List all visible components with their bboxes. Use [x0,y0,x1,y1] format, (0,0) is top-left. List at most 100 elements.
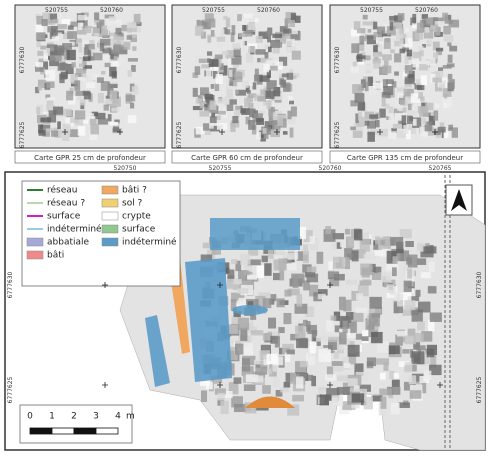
gpr-pixel [339,296,346,311]
gpr-pixel [86,82,96,89]
gpr-pixel [405,28,409,33]
gpr-pixel [89,118,97,125]
gpr-pixel [329,277,340,287]
gpr-pixel [80,64,86,70]
legend-box [21,180,181,287]
gpr-pixel [97,118,108,125]
gpr-pixel [48,13,58,24]
gpr-pixel [432,41,440,51]
gpr-pixel [409,390,422,399]
gpr-pixel [412,117,422,128]
gpr-pixel [443,35,454,42]
gpr-pixel [100,81,110,91]
gpr-pixel [345,279,358,285]
gpr-pixel [45,19,55,25]
gpr-pixel [80,12,89,17]
gpr-pixel [386,79,394,85]
gpr-pixel [274,248,288,259]
gpr-pixel [211,111,216,118]
gpr-pixel [392,22,402,29]
gpr-pixel [38,124,44,134]
gpr-pixel [434,17,445,22]
gpr-pixel [328,339,337,351]
gpr-pixel [433,110,439,121]
grid-cross [102,382,108,388]
gpr-pixel [268,317,277,329]
gpr-pixel [415,29,424,40]
gpr-pixel [46,44,58,53]
gpr-pixel [49,55,56,61]
gpr-pixel [328,336,342,343]
gpr-pixel [226,88,233,98]
legend-swatch [26,237,44,247]
gpr-pixel [404,84,413,90]
gpr-pixel [62,130,70,141]
gpr-pixel [364,55,371,61]
gpr-pixel [250,330,264,336]
gpr-pixel [273,377,280,387]
gpr-pixel [302,250,309,264]
gpr-pixel [417,240,426,252]
gpr-pixel [303,244,309,255]
gpr-pixel [247,259,261,266]
gpr-pixel [434,70,444,79]
gpr-pixel [71,62,76,68]
gpr-pixel [245,32,253,37]
gpr-pixel [337,375,350,382]
feature-indetermine [145,315,170,387]
gpr-pixel [394,71,399,76]
gpr-pixel [362,21,373,26]
gpr-pixel [263,354,270,366]
gpr-pixel [266,100,271,109]
gpr-pixel [39,61,49,70]
legend-label: surface [47,212,81,222]
gpr-pixel [205,70,212,77]
gpr-pixel [418,92,423,99]
gpr-pixel [407,110,418,116]
gpr-pixel [325,226,332,235]
gpr-pixel [266,353,278,365]
gpr-pixel [397,293,404,307]
gpr-pixel [427,286,437,294]
gpr-pixel [292,275,299,288]
gpr-pixel [59,49,70,60]
gpr-pixel [289,127,294,138]
gpr-pixel [75,90,85,96]
gpr-pixel [248,246,259,256]
gpr-pixel [436,51,443,56]
gpr-pixel [40,45,48,50]
gpr-pixel [199,110,210,117]
gpr-pixel [402,309,411,316]
gpr-pixel [247,274,258,280]
gpr-pixel [444,131,452,138]
gpr-pixel [260,131,266,142]
gpr-pixel [368,85,376,95]
gpr-pixel [82,110,91,121]
gpr-pixel [372,78,377,84]
gpr-pixel [200,87,209,96]
gpr-pixel [344,228,351,235]
gpr-pixel [262,128,267,134]
gpr-pixel [439,122,445,129]
gpr-pixel [399,48,406,54]
gpr-pixel [381,92,391,99]
gpr-pixel [368,323,379,338]
grid-cross [437,382,443,388]
gpr-pixel [234,71,243,83]
gpr-pixel [253,113,263,122]
gpr-pixel [373,21,378,30]
gpr-pixel [49,57,60,67]
gpr-pixel [262,385,271,394]
gpr-pixel [284,289,292,297]
gpr-pixel [217,393,226,401]
gpr-pixel [350,126,356,131]
gpr-pixel [405,241,414,247]
y-coord-label: 6777625 [19,121,26,148]
gpr-pixel [62,123,71,134]
gpr-pixel [373,241,379,250]
gpr-pixel [99,43,105,52]
gpr-pixel [109,32,118,37]
scale-label: 1 [49,412,55,422]
scale-box [19,404,133,444]
grid-cross [219,129,225,135]
